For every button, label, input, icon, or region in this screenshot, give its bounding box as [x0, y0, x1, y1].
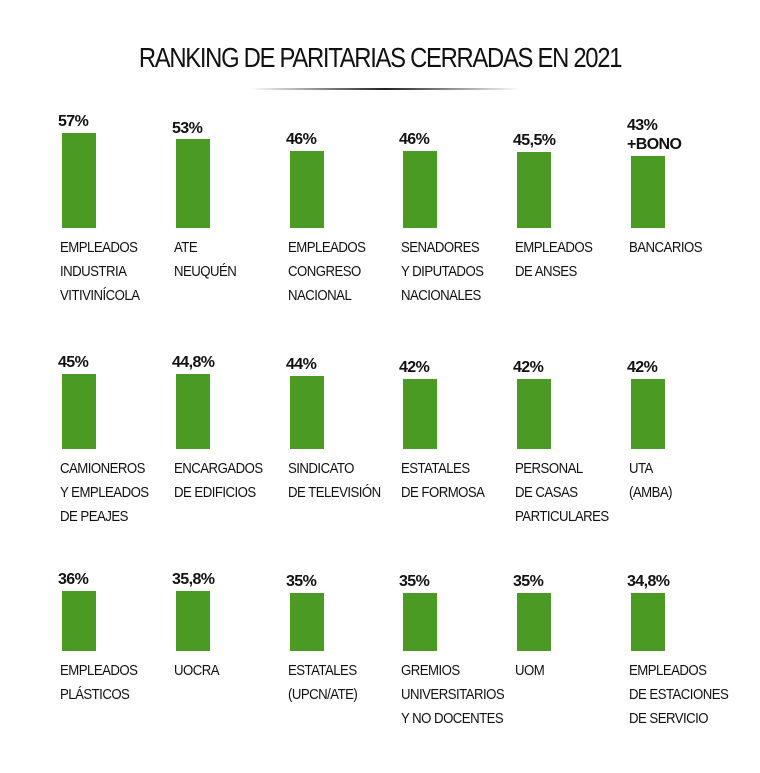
- category-label: ESTATALES (UPCN/ATE): [288, 662, 358, 703]
- value-label: 43% +BONO: [627, 117, 682, 154]
- category-label: ATE NEUQUÉN: [174, 239, 237, 280]
- bar: [403, 592, 437, 651]
- value-label: 34,8%: [627, 572, 670, 590]
- bar: [290, 151, 324, 228]
- bar: [517, 592, 551, 651]
- category-label: EMPLEADOS DE ESTACIONES DE SERVICIO: [629, 662, 729, 727]
- bar: [403, 378, 437, 449]
- category-label: CAMIONEROS Y EMPLEADOS DE PEAJES: [60, 460, 149, 525]
- category-label: UOCRA: [174, 662, 220, 679]
- value-label: 46%: [399, 131, 430, 149]
- title-rule: [250, 88, 520, 90]
- category-label: UOM: [515, 662, 545, 679]
- value-label: 36%: [58, 570, 89, 588]
- value-label: 35%: [286, 572, 317, 590]
- bar: [403, 151, 437, 228]
- value-label: 42%: [399, 358, 430, 376]
- value-label: 45%: [58, 353, 89, 371]
- category-label: ESTATALES DE FORMOSA: [401, 460, 485, 501]
- bar: [176, 374, 210, 449]
- bar: [631, 378, 665, 449]
- value-label: 35%: [513, 572, 544, 590]
- value-label: 46%: [286, 131, 317, 149]
- value-label: 35%: [399, 572, 430, 590]
- category-label: PERSONAL DE CASAS PARTICULARES: [515, 460, 609, 525]
- bar: [62, 590, 96, 651]
- bar: [517, 378, 551, 449]
- bar: [631, 156, 665, 228]
- bar: [62, 132, 96, 228]
- category-label: BANCARIOS: [629, 239, 703, 256]
- chart-title: RANKING DE PARITARIAS CERRADAS EN 2021: [138, 42, 623, 73]
- value-label: 57%: [58, 112, 89, 130]
- category-label: ENCARGADOS DE EDIFICIOS: [174, 460, 263, 501]
- value-label: 42%: [627, 358, 658, 376]
- category-label: SENADORES Y DIPUTADOS NACIONALES: [401, 239, 484, 304]
- category-label: SINDICATO DE TELEVISIÓN: [288, 460, 381, 501]
- bar: [631, 592, 665, 651]
- bar: [176, 591, 210, 651]
- bar: [290, 375, 324, 449]
- value-label: 44,8%: [172, 354, 215, 372]
- bar: [176, 139, 210, 228]
- value-label: 45,5%: [513, 132, 556, 150]
- value-label: 35,8%: [172, 571, 215, 589]
- category-label: GREMIOS UNIVERSITARIOS Y NO DOCENTES: [401, 662, 505, 727]
- bar: [517, 152, 551, 228]
- category-label: EMPLEADOS CONGRESO NACIONAL: [288, 239, 366, 304]
- bar: [290, 592, 324, 651]
- category-label: EMPLEADOS INDUSTRIA VITIVINÍCOLA: [60, 239, 140, 304]
- value-label: 53%: [172, 119, 203, 137]
- category-label: EMPLEADOS PLÁSTICOS: [60, 662, 138, 703]
- bar: [62, 373, 96, 449]
- category-label: UTA (AMBA): [629, 460, 673, 501]
- category-label: EMPLEADOS DE ANSES: [515, 239, 593, 280]
- value-label: 44%: [286, 355, 317, 373]
- value-label: 42%: [513, 358, 544, 376]
